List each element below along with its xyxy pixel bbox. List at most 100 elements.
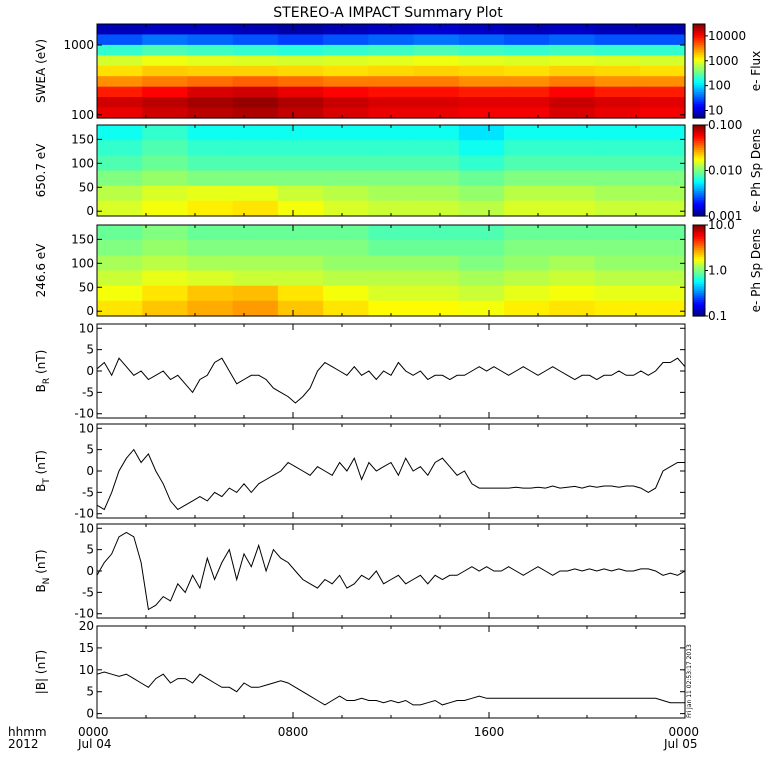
- colorbar-segment: [693, 42, 705, 46]
- heatmap-cell: [504, 185, 550, 202]
- heatmap-cell: [277, 255, 324, 272]
- heatmap-cell: [639, 225, 686, 241]
- heatmap-cell: [323, 225, 369, 241]
- colorbar-segment: [693, 87, 705, 91]
- heatmap-cell: [639, 107, 686, 119]
- colorbar-segment: [693, 56, 705, 60]
- colorbar-segment: [693, 49, 705, 53]
- heatmap-cell: [413, 76, 460, 88]
- colorbar-segment: [693, 147, 705, 151]
- y-axis-label: BT (nT): [34, 450, 52, 492]
- panel-pad650: 0.001 0.010 0.100 e- Ph Sp Dens 0 50 100 150 650…: [34, 118, 763, 223]
- series-line-br: [96, 357, 686, 404]
- heatmap-cell: [232, 270, 279, 287]
- heatmap-cell: [187, 255, 234, 272]
- colorbar-segment: [693, 202, 705, 206]
- colorbar-segment: [693, 306, 705, 310]
- heatmap-cell: [97, 24, 143, 36]
- colorbar-tick-label: 10: [708, 104, 723, 118]
- heatmap-cell: [594, 125, 641, 141]
- heatmap-cell: [504, 255, 550, 272]
- colorbar-segment: [693, 45, 705, 49]
- heatmap-cell: [97, 55, 143, 67]
- heatmap-cell: [142, 97, 189, 109]
- heatmap-cell: [368, 140, 415, 156]
- heatmap-cell: [187, 225, 234, 241]
- colorbar-segment: [693, 184, 705, 188]
- x-tick-label: 0800: [278, 725, 309, 739]
- heatmap-cell: [142, 285, 189, 302]
- colorbar-segment: [693, 204, 705, 208]
- heatmap-cell: [368, 200, 415, 217]
- heatmap-cell: [277, 76, 324, 88]
- y-tick-label: 50: [79, 180, 94, 194]
- heatmap-cell: [594, 44, 641, 56]
- x-tick-label: 1600: [474, 725, 505, 739]
- y-tick-label: 20: [79, 619, 94, 633]
- heatmap-cell: [458, 125, 505, 141]
- heatmap-cell: [277, 55, 324, 67]
- heatmap-cell: [97, 44, 143, 56]
- heatmap-cell: [594, 285, 641, 302]
- colorbar-frame: [692, 23, 706, 119]
- heatmap-cell: [594, 185, 641, 202]
- heatmap-cell: [549, 185, 596, 202]
- heatmap-cell: [142, 34, 189, 46]
- heatmap-cell: [142, 107, 189, 119]
- y-tick-label: 0: [86, 564, 94, 578]
- colorbar-segment: [693, 213, 705, 217]
- series-line-bn: [96, 531, 686, 611]
- heatmap-cell: [594, 200, 641, 217]
- colorbar-segment: [693, 302, 705, 306]
- heatmap-cell: [323, 155, 369, 172]
- heatmap-cell: [142, 76, 189, 88]
- colorbar-segment: [693, 300, 705, 303]
- heatmap-cell: [323, 86, 369, 98]
- footer-hhmm: hhmm: [8, 725, 47, 739]
- colorbar-segment: [693, 61, 705, 65]
- heatmap-cell: [639, 270, 686, 287]
- colorbar-segment: [693, 304, 705, 308]
- heatmap-cell: [142, 270, 189, 287]
- heatmap-cell: [232, 140, 279, 156]
- heatmap-cell: [97, 200, 143, 217]
- colorbar-segment: [693, 190, 705, 194]
- colorbar-segment: [693, 71, 705, 74]
- heatmap-cell: [97, 86, 143, 98]
- heatmap-cell: [549, 285, 596, 302]
- colorbar-segment: [693, 238, 705, 242]
- heatmap-cell: [142, 170, 189, 187]
- colorbar-segment: [693, 245, 705, 249]
- heatmap-cell: [142, 300, 189, 317]
- heatmap-cell: [639, 255, 686, 272]
- colorbar-segment: [693, 170, 705, 174]
- y-axis-label: BN (nT): [34, 549, 52, 592]
- heatmap-cell: [232, 170, 279, 187]
- heatmap-cell: [277, 155, 324, 172]
- heatmap-cell: [232, 97, 279, 109]
- heatmap-cell: [277, 65, 324, 77]
- heatmap-cell: [187, 97, 234, 109]
- heatmap-cell: [504, 140, 550, 156]
- heatmap-cell: [142, 55, 189, 67]
- colorbar-segment: [693, 250, 705, 253]
- heatmap-cell: [458, 285, 505, 302]
- colorbar-tick-label: 0.010: [708, 164, 742, 178]
- colorbar-segment: [693, 209, 705, 213]
- heatmap-cell: [142, 44, 189, 56]
- heatmap-cell: [458, 24, 505, 36]
- heatmap-cell: [549, 300, 596, 317]
- colorbar-segment: [693, 177, 705, 181]
- colorbar-segment: [693, 259, 705, 263]
- heatmap-cell: [594, 34, 641, 46]
- colorbar-segment: [693, 108, 705, 112]
- heatmap-cell: [413, 185, 460, 202]
- colorbar-segment: [693, 33, 705, 37]
- heatmap-cell: [458, 140, 505, 156]
- colorbar-segment: [693, 68, 705, 72]
- heatmap-cell: [594, 86, 641, 98]
- colorbar-segment: [693, 290, 705, 294]
- heatmap-cell: [232, 155, 279, 172]
- heatmap-cell: [413, 255, 460, 272]
